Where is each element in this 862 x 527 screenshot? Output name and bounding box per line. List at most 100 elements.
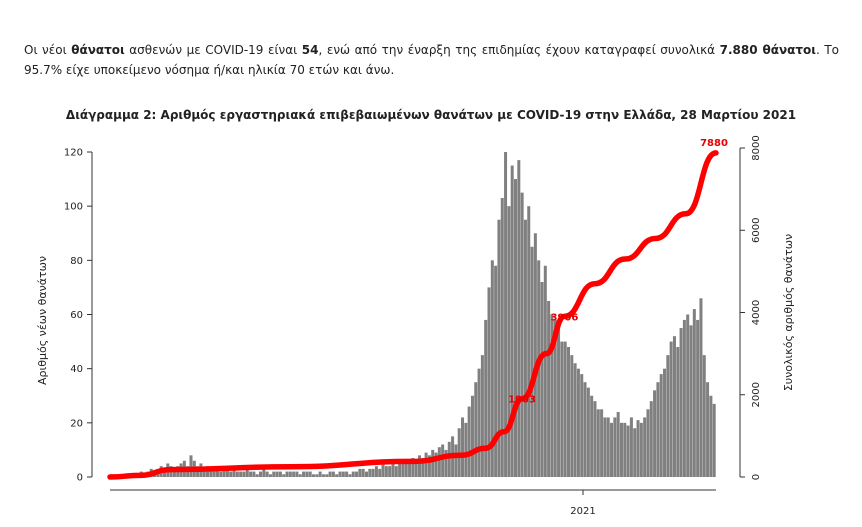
bar	[616, 412, 620, 477]
bar	[394, 466, 398, 477]
bar	[709, 395, 713, 477]
bar	[696, 319, 700, 477]
bar	[341, 471, 345, 477]
bar	[305, 471, 309, 477]
bar	[404, 460, 408, 477]
bar	[477, 368, 481, 477]
left-y-tick-label: 120	[64, 148, 83, 159]
bar	[646, 409, 650, 477]
bar	[358, 468, 362, 477]
bar	[388, 466, 392, 477]
right-y-tick-label: 6000	[751, 218, 762, 243]
bar	[368, 468, 372, 477]
intro-bold-new-count: 54	[301, 43, 319, 57]
bar	[649, 401, 653, 477]
intro-bold-deaths: θάνατοι	[71, 43, 125, 57]
bar	[338, 471, 342, 477]
bar	[219, 471, 223, 477]
bar	[318, 471, 322, 477]
bar	[292, 471, 296, 477]
bar	[229, 471, 233, 477]
bar	[302, 471, 306, 477]
left-y-tick-label: 40	[70, 364, 83, 375]
bar	[209, 468, 213, 477]
bar	[576, 368, 580, 477]
bar	[623, 422, 627, 477]
bar	[335, 474, 339, 477]
bar	[563, 341, 567, 477]
bar	[497, 219, 501, 478]
bar	[391, 463, 395, 477]
bar	[613, 417, 617, 477]
bar	[259, 471, 263, 477]
bar	[494, 265, 498, 477]
bar	[421, 458, 425, 477]
left-y-tick-label: 100	[64, 202, 83, 213]
bar	[507, 206, 511, 477]
bar	[603, 417, 607, 477]
bar	[596, 409, 600, 477]
bar	[245, 468, 249, 477]
bar	[692, 309, 696, 477]
bar	[285, 471, 289, 477]
bar	[566, 347, 570, 477]
bar	[235, 471, 239, 477]
bar	[543, 265, 547, 477]
bar	[633, 428, 637, 477]
bar	[682, 319, 686, 477]
bar	[411, 458, 415, 477]
bar	[699, 298, 703, 477]
bar	[689, 325, 693, 477]
intro-text-1: Οι νέοι	[24, 43, 72, 57]
bar	[573, 363, 577, 477]
bar	[580, 374, 584, 477]
cumulative-label: 3906	[551, 312, 579, 323]
left-y-tick-label: 20	[70, 418, 83, 429]
intro-bold-total: 7.880 θάνατοι	[719, 43, 816, 57]
bar	[464, 422, 468, 477]
bar	[378, 468, 382, 477]
bar	[325, 474, 329, 477]
bar	[593, 401, 597, 477]
bar	[298, 474, 302, 477]
bar	[606, 417, 610, 477]
bar	[384, 466, 388, 477]
cumulative-deaths-line	[107, 150, 719, 480]
chart-title: Διάγραμμα 2: Αριθμός εργαστηριακά επιβεβ…	[65, 108, 797, 122]
right-y-tick-label: 0	[751, 474, 762, 480]
bar	[560, 341, 564, 477]
x-tick-label: 2021	[570, 506, 595, 517]
bar	[417, 455, 421, 477]
bar	[414, 460, 418, 477]
bar	[437, 447, 441, 477]
bar	[550, 314, 554, 477]
bar	[424, 452, 428, 477]
bar	[374, 466, 378, 477]
bar	[355, 471, 359, 477]
bar	[189, 455, 193, 477]
bar	[530, 246, 534, 477]
bar	[484, 319, 488, 477]
bar	[315, 474, 319, 477]
right-y-tick-label: 8000	[751, 135, 762, 160]
bar	[308, 471, 312, 477]
bar	[636, 420, 640, 477]
bar	[408, 460, 412, 477]
left-y-axis-label: Αριθμός νέων θανάτων	[36, 256, 49, 385]
bar	[225, 468, 229, 477]
bar	[686, 314, 690, 477]
bar	[712, 403, 716, 477]
intro-text-3: , ενώ από την έναρξη της επιδημίας έχουν…	[318, 43, 720, 57]
right-y-tick-label: 2000	[751, 382, 762, 407]
bar	[162, 468, 166, 477]
bar	[540, 282, 544, 477]
bar	[600, 409, 604, 477]
bar	[461, 417, 465, 477]
bar	[232, 468, 236, 477]
right-y-axis-label: Συνολικός αριθμός θανάτων	[782, 234, 795, 391]
bar	[295, 471, 299, 477]
bar	[500, 198, 504, 477]
bar	[474, 382, 478, 477]
bar	[202, 468, 206, 477]
